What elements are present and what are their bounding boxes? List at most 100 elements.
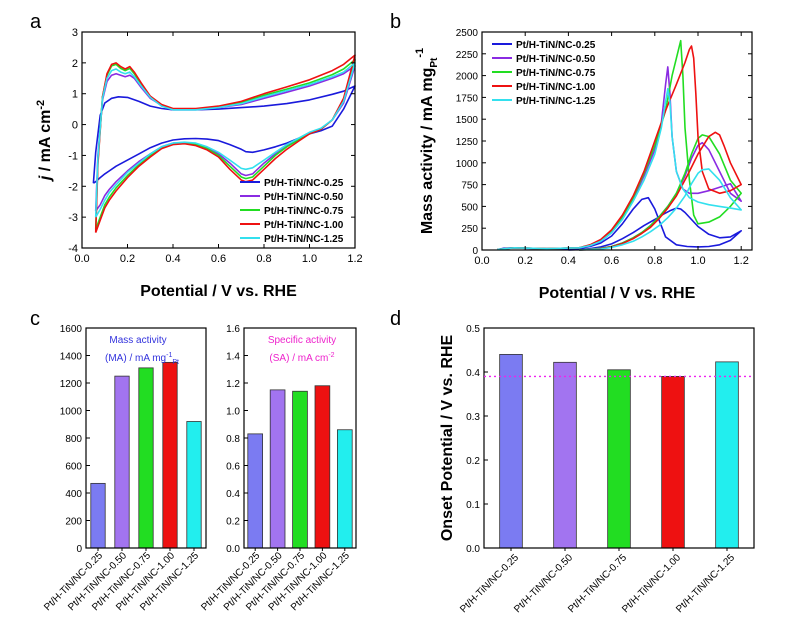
cv-line-pt-h-tin-nc-0-75 [94,59,356,230]
panel-c-ma-title-line2: (MA) / mA mg-1Pt [105,352,179,366]
panel-d-bar [553,361,577,549]
panel-b-xtick-label: 0.0 [474,255,489,267]
panel-b-ytick-label: 750 [461,181,478,192]
panel-c-ma-ytick-label: 1600 [60,324,83,335]
panel-a-xtick-label: 0.0 [74,253,89,265]
panel-c-left: Pt/H-TiN/NC-0.25Pt/H-TiN/NC-0.50Pt/H-TiN… [42,324,207,613]
panel-b-xtick-label: 0.6 [604,255,619,267]
panel-c-ma-ytick-label: 800 [65,434,82,445]
panel-c-ma-bar [90,482,106,549]
panel-b-xlabel: Potential / V vs. RHE [539,285,696,302]
panel-b-xtick-label: 1.2 [734,255,749,267]
panel-c-ma-bar [138,367,154,549]
panel-a-xtick-label: 1.2 [347,253,362,265]
panel-c-sa-bar [269,389,286,549]
panel-d-frame [483,327,755,549]
panel-d-ytick-label: 0.2 [466,456,480,467]
panel-b-ytick-label: 1000 [456,159,479,170]
panel-a-legend-label: Pt/H-TiN/NC-0.75 [264,206,344,217]
panel-a-legend-label: Pt/H-TiN/NC-0.25 [264,178,344,189]
panel-d-ytick-label: 0.3 [466,412,480,423]
panel-a-legend-label: Pt/H-TiN/NC-1.25 [264,234,344,245]
panel-b-ytick-label: 1250 [456,137,479,148]
panel-b-ytick-label: 1500 [456,115,479,126]
panel-c-ma-ytick-label: 600 [65,462,82,473]
panel-b-xtick-label: 1.0 [690,255,705,267]
panel-a-xtick-label: 0.6 [211,253,226,265]
ma-line-pt-h-tin-nc-0-75 [497,39,742,251]
panel-c-ma-ytick-label: 1200 [60,379,83,390]
panel-a-ytick-label: -4 [68,243,78,255]
panel-c-sa-bar [314,385,331,549]
panel-a-ytick-label: -3 [68,212,78,224]
panel-a-ytick-label: -2 [68,181,78,193]
panel-d-ytick-label: 0.0 [466,544,480,555]
panel-d-category-label: Pt/H-TiN/NC-1.25 [674,552,737,615]
panel-a-ytick-label: 0 [72,120,78,132]
panel-c-ma-title-main: (MA) / mA mg [105,353,166,364]
ma-line-pt-h-tin-nc-0-25 [496,196,742,251]
cv-line-pt-h-tin-nc-1-25 [94,62,356,218]
panel-b-ytick-label: 2500 [456,28,479,39]
panel-c-sa-title-line1: Specific activity [268,335,336,346]
panel-b-ytick-label: 2000 [456,72,479,83]
panel-d-bar [715,361,739,549]
panel-letter-c: c [30,308,40,330]
panel-b-ytick-label: 250 [461,224,478,235]
panel-a-xlabel: Potential / V vs. RHE [140,283,297,300]
panel-d-category-label: Pt/H-TiN/NC-1.00 [620,552,683,615]
ma-line-pt-h-tin-nc-1-25 [497,87,742,251]
panel-d-category-label: Pt/H-TiN/NC-0.50 [512,552,575,615]
panel-b-ytick-label: 2250 [456,50,479,61]
panel-a-legend-label: Pt/H-TiN/NC-1.00 [264,220,344,231]
panel-c-ma-title-sup: -1 [166,352,172,359]
panel-c-ma-bar [114,375,130,549]
panel-b-xtick-label: 0.8 [647,255,662,267]
panel-c-sa-title-line2: (SA) / mA cm-2 [269,352,334,364]
panel-c-ma-ytick-label: 0 [76,544,82,555]
panel-d-ytick-label: 0.4 [466,368,480,379]
panel-c-sa-bar [292,390,308,549]
panel-d-bar [661,375,685,549]
panel-c-sa-ytick-label: 0.6 [226,462,240,473]
panel-a-xtick-label: 0.2 [120,253,135,265]
panel-b-ylabel-main: Mass activity / mA mg [419,68,436,235]
panel-c-ma-ytick-label: 1000 [60,407,83,418]
panel-a-ylabel-sup: -2 [35,100,47,110]
panel-letter-d: d [390,308,401,330]
panel-c-right: Pt/H-TiN/NC-0.25Pt/H-TiN/NC-0.50Pt/H-TiN… [199,324,357,613]
panel-b-legend-label: Pt/H-TiN/NC-0.50 [516,54,596,65]
panel-a-ytick-label: 1 [72,89,78,101]
panel-b-legend-label: Pt/H-TiN/NC-1.00 [516,82,596,93]
panel-a-xtick-label: 0.4 [165,253,180,265]
panel-b-legend-label: Pt/H-TiN/NC-1.25 [516,96,596,107]
panel-c-sa-title-main: (SA) / mA cm [269,353,328,364]
panel-b-xtick-label: 0.4 [561,255,576,267]
panel-d: Pt/H-TiN/NC-0.25Pt/H-TiN/NC-0.50Pt/H-TiN… [439,324,755,615]
panel-letter-a: a [30,11,42,33]
panel-a-legend-label: Pt/H-TiN/NC-0.50 [264,192,344,203]
panel-c-sa-ytick-label: 0.4 [226,489,240,500]
panel-a-ylabel-rest: / mA cm [37,110,54,176]
panel-c-sa-ytick-label: 1.0 [226,407,240,418]
panel-b-legend-label: Pt/H-TiN/NC-0.25 [516,40,596,51]
panel-c-sa-bar [247,433,263,549]
panel-c-ma-ytick-label: 400 [65,489,82,500]
panel-a-xtick-label: 1.0 [302,253,317,265]
panel-c-ma-ytick-label: 200 [65,517,82,528]
panel-d-category-label: Pt/H-TiN/NC-0.75 [566,552,629,615]
panel-b-ytick-label: 1750 [456,93,479,104]
panel-d-ylabel: Onset Potential / V vs. RHE [439,335,456,542]
panel-b: 0 250 500 750 1000 1250 1500 1750 2000 2250 2500 0.… [414,28,753,302]
panel-a-ytick-label: -1 [68,150,78,162]
panel-a-ytick-label: 2 [72,58,78,70]
panel-c-ma-bar [186,421,202,549]
panel-b-ylabel-sub: Pt [429,57,440,68]
panel-c-ma-ytick-label: 1400 [60,352,83,363]
panel-a-ylabel-italic: j [37,175,54,182]
panel-d-bar [499,353,523,549]
panel-d-ytick-label: 0.1 [466,500,480,511]
panel-c-sa-ytick-label: 0.2 [226,517,240,528]
panel-b-ytick-label: 0 [472,246,478,257]
